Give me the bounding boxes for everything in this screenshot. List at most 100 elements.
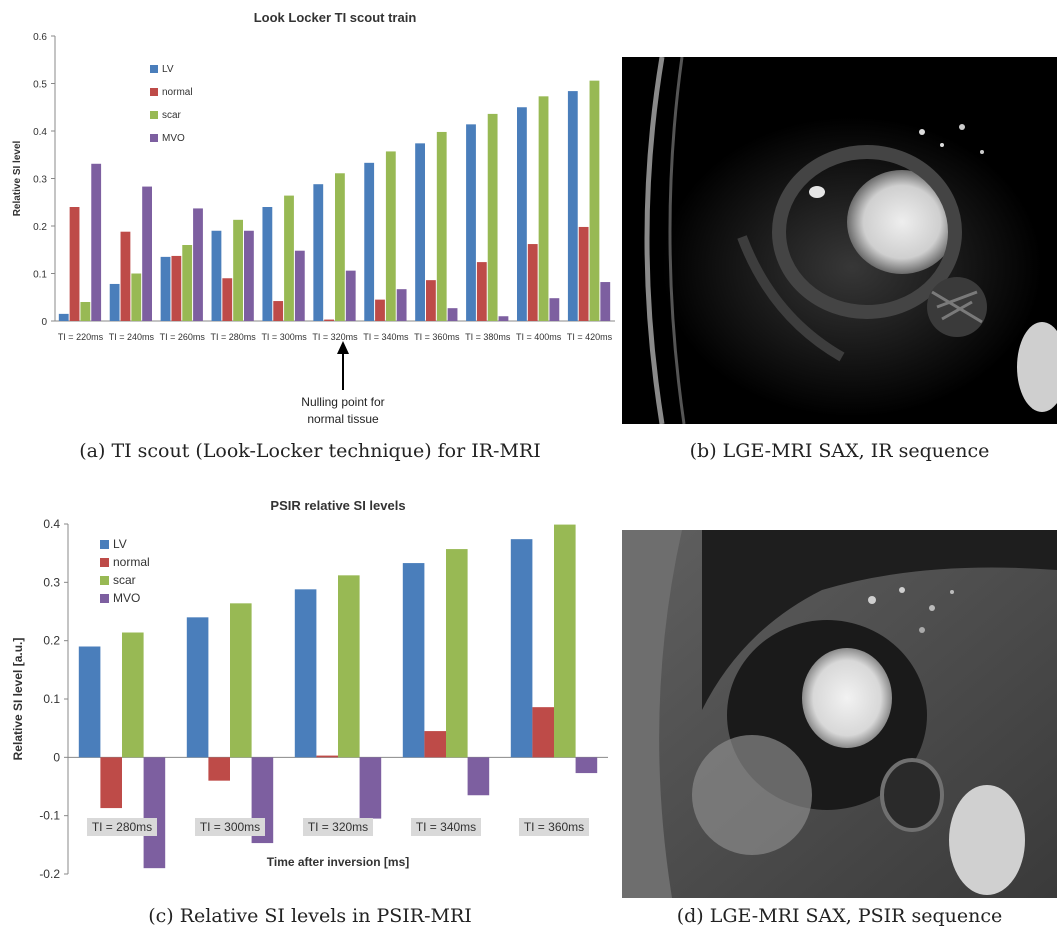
chart-a: Look Locker TI scout train 0 0.1 0.2 0.3 0.4 0… [12, 10, 615, 426]
category-label: TI = 260ms [160, 332, 206, 342]
y-tick-label: 0.4 [33, 127, 47, 138]
category-label-box [519, 818, 589, 836]
nulling-arrow-head [337, 341, 349, 354]
bar-scar [230, 603, 252, 758]
legend-swatch-scar [100, 576, 109, 585]
bar-normal [426, 280, 436, 321]
bar-lv [211, 230, 222, 321]
bar-lv [415, 143, 425, 321]
y-tick-label: 0.1 [33, 270, 47, 281]
legend-label-scar: scar [113, 573, 136, 587]
legend-swatch-lv [150, 65, 158, 73]
bar-mvo [467, 757, 490, 796]
bar-normal [375, 299, 385, 321]
chart-c: PSIR relative SI levels -0.2 -0.1 0 0.1 0.2 0.… [11, 498, 608, 881]
bar-scar [446, 549, 468, 758]
bar-normal [578, 226, 589, 321]
bar-scar [538, 96, 549, 321]
bar-normal [532, 707, 554, 758]
y-tick-label: 0.4 [43, 517, 60, 531]
bar-mvo [575, 757, 598, 774]
chart-title: Look Locker TI scout train [254, 10, 417, 25]
category-label: TI = 320ms [308, 820, 368, 834]
bar-scar [131, 273, 142, 321]
y-tick-label: 0 [53, 750, 60, 764]
category-label: TI = 420ms [567, 332, 613, 342]
bar-mvo [345, 270, 356, 321]
bar-scar [182, 245, 193, 321]
legend-label-scar: scar [162, 110, 182, 121]
bar-scar [122, 632, 144, 758]
bar-normal [324, 319, 334, 321]
y-axis-label: Relative SI level [a.u.] [11, 638, 25, 761]
legend-label-normal: normal [162, 87, 193, 98]
category-label: TI = 320ms [312, 332, 358, 342]
x-axis-label: Time after inversion [ms] [267, 855, 410, 869]
bar-lv [160, 256, 171, 321]
caption-a: (a) TI scout (Look-Locker technique) for… [79, 440, 541, 462]
legend-swatch-normal [100, 558, 109, 567]
y-tick-label: 0.3 [43, 575, 60, 589]
bar-normal [120, 231, 131, 321]
y-tick-label: 0 [41, 317, 47, 328]
category-label: TI = 300ms [200, 820, 260, 834]
legend-label-mvo: MVO [162, 133, 185, 144]
bar-scar [554, 524, 576, 758]
category-label: TI = 380ms [465, 332, 511, 342]
bar-mvo [396, 289, 407, 321]
bar-lv [186, 617, 209, 758]
bar-normal [100, 757, 122, 809]
bar-scar [487, 113, 498, 322]
bar-scar [385, 151, 396, 321]
category-label-box [87, 818, 157, 836]
bar-mvo [91, 163, 102, 321]
caption-d: (d) LGE-MRI SAX, PSIR sequence [676, 905, 1003, 927]
psir-mri-illustration [622, 530, 1057, 898]
legend-label-mvo: MVO [113, 591, 140, 605]
y-axis-label: Relative SI level [12, 140, 23, 216]
category-label: TI = 340ms [416, 820, 476, 834]
ir-mri-illustration [622, 57, 1057, 424]
legend-label-normal: normal [113, 555, 150, 569]
bar-normal [273, 301, 284, 321]
bar-lv [517, 107, 527, 321]
bar-mvo [498, 316, 509, 321]
bar-scar [233, 219, 243, 321]
mri-image-ir [622, 57, 1057, 424]
bar-scar [80, 302, 91, 321]
category-label-box [303, 818, 373, 836]
bar-lv [294, 589, 317, 758]
y-tick-label: 0.6 [33, 32, 47, 43]
y-tick-label: 0.1 [43, 692, 60, 706]
legend-swatch-mvo [100, 594, 109, 603]
bar-normal [476, 262, 487, 321]
panel-a: Look Locker TI scout train 0 0.1 0.2 0.3 0.4 0… [0, 0, 620, 430]
bar-lv [402, 563, 425, 758]
bar-mvo [294, 250, 305, 321]
bar-normal [69, 207, 80, 321]
y-tick-label: 0.3 [33, 175, 47, 186]
y-tick-label: 0.2 [33, 222, 47, 233]
bar-normal [316, 755, 338, 758]
legend-label-lv: LV [162, 64, 174, 75]
bar-lv [567, 91, 578, 321]
nulling-annotation-line1: Nulling point for [301, 395, 384, 409]
panel-c: PSIR relative SI levels -0.2 -0.1 0 0.1 0.2 0.… [0, 490, 620, 890]
category-label-box [411, 818, 481, 836]
legend-swatch-normal [150, 88, 158, 96]
y-tick-label: -0.2 [39, 867, 60, 881]
bar-mvo [143, 757, 166, 869]
bar-normal [527, 244, 538, 321]
y-tick-label: 0.2 [43, 634, 60, 648]
caption-c: (c) Relative SI levels in PSIR-MRI [148, 905, 472, 927]
y-tick-label: -0.1 [39, 809, 60, 823]
bar-lv [364, 162, 375, 321]
category-label: TI = 220ms [58, 332, 104, 342]
bar-mvo [142, 186, 152, 321]
legend-swatch-scar [150, 111, 158, 119]
bar-lv [109, 283, 120, 321]
bar-lv [466, 124, 476, 321]
bar-normal [208, 757, 230, 781]
bar-lv [58, 313, 69, 321]
y-tick-label: 0.5 [33, 80, 47, 91]
